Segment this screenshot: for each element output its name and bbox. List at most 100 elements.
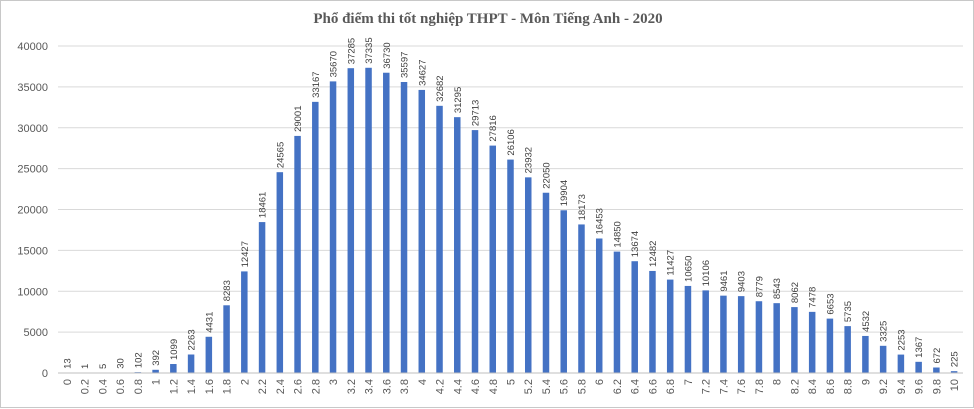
bar bbox=[507, 160, 514, 373]
bar bbox=[241, 271, 248, 373]
data-label: 13 bbox=[62, 358, 73, 369]
x-tick-label: 6.6 bbox=[647, 379, 659, 394]
x-tick-label: 6.4 bbox=[630, 379, 642, 394]
data-label: 7478 bbox=[808, 287, 819, 308]
x-tick-label: 2.2 bbox=[257, 379, 269, 394]
x-tick-label: 6 bbox=[594, 379, 606, 385]
data-label: 12427 bbox=[240, 241, 251, 267]
y-tick-label: 25000 bbox=[17, 164, 48, 176]
x-tick-label: 1.4 bbox=[186, 379, 198, 394]
data-label: 32682 bbox=[435, 75, 446, 101]
x-tick-label: 3.4 bbox=[364, 379, 376, 394]
x-tick-label: 6.2 bbox=[612, 379, 624, 394]
data-label: 5 bbox=[98, 364, 109, 369]
data-label: 35597 bbox=[400, 52, 411, 78]
bar bbox=[578, 224, 585, 373]
x-tick-label: 8.6 bbox=[825, 379, 837, 394]
data-label: 24565 bbox=[275, 142, 286, 168]
x-tick-label: 0 bbox=[62, 379, 74, 385]
y-tick-label: 40000 bbox=[17, 41, 48, 53]
data-label: 23932 bbox=[524, 147, 535, 173]
bar bbox=[915, 362, 922, 373]
x-tick-label: 4 bbox=[417, 379, 429, 385]
x-tick-label: 7.6 bbox=[736, 379, 748, 394]
data-label: 10106 bbox=[701, 260, 712, 286]
bar bbox=[702, 290, 709, 373]
x-tick-label: 9.8 bbox=[931, 379, 943, 394]
bar bbox=[738, 296, 745, 373]
x-tick-label: 7 bbox=[683, 379, 695, 385]
y-tick-label: 0 bbox=[42, 368, 48, 380]
bar bbox=[649, 271, 656, 373]
bar bbox=[188, 354, 195, 373]
data-label: 26106 bbox=[506, 129, 517, 155]
data-label: 22050 bbox=[541, 162, 552, 188]
bar bbox=[596, 238, 603, 373]
data-label: 10650 bbox=[683, 256, 694, 282]
bar bbox=[543, 193, 550, 373]
y-tick-label: 20000 bbox=[17, 205, 48, 217]
data-label: 27816 bbox=[488, 115, 499, 141]
bar bbox=[330, 81, 337, 373]
bar bbox=[259, 222, 266, 373]
data-label: 4431 bbox=[204, 312, 215, 333]
bar bbox=[809, 312, 816, 373]
data-label: 19904 bbox=[559, 180, 570, 206]
bar bbox=[560, 210, 567, 373]
bar bbox=[933, 368, 940, 373]
x-tick-label: 1 bbox=[151, 379, 163, 385]
data-label: 2253 bbox=[896, 329, 907, 350]
data-label: 9461 bbox=[719, 271, 730, 292]
data-label: 3325 bbox=[879, 321, 890, 342]
data-label: 9403 bbox=[737, 271, 748, 292]
bar bbox=[223, 305, 230, 373]
bar bbox=[827, 319, 834, 373]
bar bbox=[898, 355, 905, 373]
bar bbox=[419, 90, 426, 373]
bar bbox=[791, 307, 798, 373]
x-tick-label: 2.6 bbox=[293, 379, 305, 394]
data-label: 13674 bbox=[630, 231, 641, 257]
x-tick-label: 9.4 bbox=[896, 379, 908, 394]
x-tick-label: 9.2 bbox=[878, 379, 890, 394]
x-tick-label: 4.4 bbox=[452, 379, 464, 394]
data-label: 392 bbox=[151, 350, 162, 366]
y-tick-label: 15000 bbox=[17, 245, 48, 257]
x-tick-label: 1.2 bbox=[168, 379, 180, 394]
x-tick-label: 5.6 bbox=[559, 379, 571, 394]
x-tick-label: 9 bbox=[860, 379, 872, 385]
y-tick-label: 10000 bbox=[17, 286, 48, 298]
x-tick-label: 0.2 bbox=[80, 379, 92, 394]
bar bbox=[436, 106, 443, 373]
data-label: 29713 bbox=[471, 100, 482, 126]
data-label: 29001 bbox=[293, 105, 304, 131]
y-tick-label: 30000 bbox=[17, 123, 48, 135]
data-label: 33167 bbox=[311, 71, 322, 97]
data-label: 31295 bbox=[453, 87, 464, 113]
x-tick-label: 8.8 bbox=[843, 379, 855, 394]
x-tick-label: 5.8 bbox=[576, 379, 588, 394]
data-label: 18461 bbox=[258, 192, 269, 218]
bar bbox=[756, 301, 763, 373]
data-label: 18173 bbox=[577, 194, 588, 220]
bar bbox=[170, 364, 177, 373]
x-tick-label: 7.2 bbox=[701, 379, 713, 394]
data-label: 30 bbox=[116, 358, 127, 369]
bar bbox=[401, 82, 408, 373]
data-label: 225 bbox=[950, 351, 961, 367]
data-label: 1 bbox=[80, 364, 91, 369]
bar bbox=[365, 68, 372, 373]
data-label: 8062 bbox=[790, 282, 801, 303]
data-label: 34627 bbox=[417, 60, 428, 86]
x-tick-label: 8.2 bbox=[789, 379, 801, 394]
x-tick-label: 10 bbox=[949, 379, 961, 391]
bar bbox=[667, 280, 674, 373]
data-label: 11427 bbox=[666, 250, 677, 276]
x-tick-label: 4.8 bbox=[488, 379, 500, 394]
bar bbox=[277, 172, 284, 373]
bar bbox=[348, 68, 355, 373]
data-label: 1099 bbox=[169, 339, 180, 360]
